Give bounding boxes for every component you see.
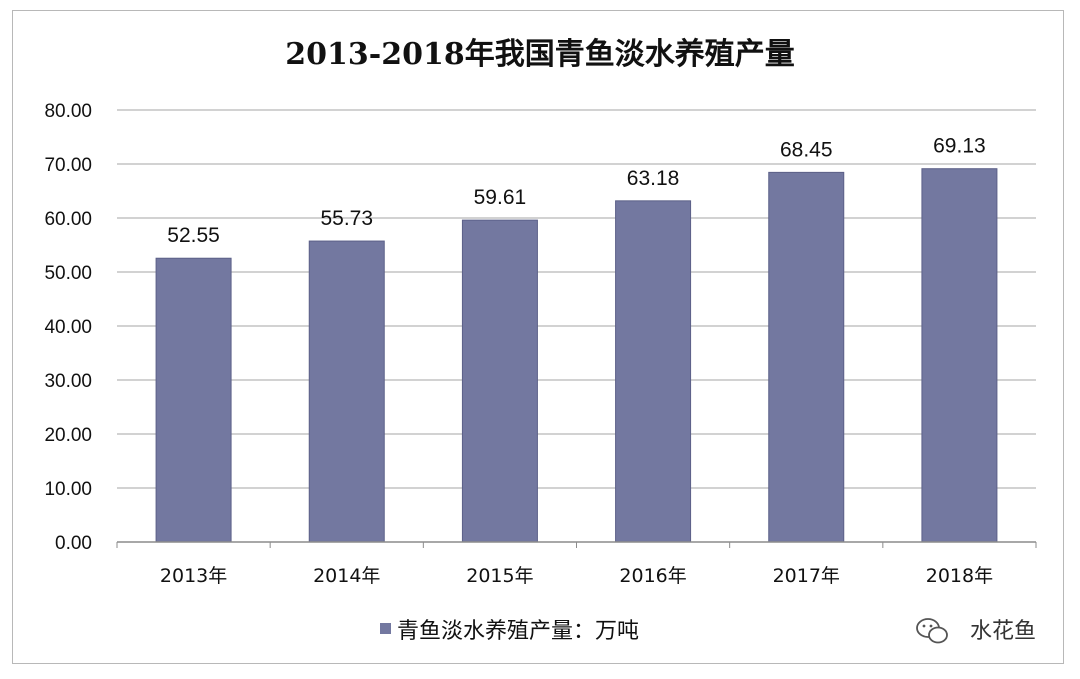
- legend: 青鱼淡水养殖产量：万吨: [380, 619, 639, 644]
- legend-swatch: [380, 623, 391, 634]
- bar: [461, 219, 538, 543]
- bar: [921, 168, 998, 543]
- wechat-icon: [916, 618, 948, 644]
- x-tick-label: 2017年: [773, 565, 840, 587]
- x-tick-label: 2018年: [926, 565, 993, 587]
- y-tick-label: 80.00: [44, 101, 92, 122]
- x-tick-label: 2016年: [619, 565, 686, 587]
- gridlines: [117, 109, 1036, 489]
- bar: [155, 257, 232, 543]
- bar: [308, 240, 385, 543]
- y-tick-label: 70.00: [44, 155, 92, 176]
- y-tick-label: 0.00: [55, 533, 92, 554]
- data-label: 68.45: [780, 138, 833, 161]
- y-tick-label: 10.00: [44, 479, 92, 500]
- data-label: 63.18: [627, 167, 680, 190]
- bar: [768, 171, 845, 543]
- bars: [155, 168, 998, 543]
- y-axis-ticks: 0.00 10.00 20.00 30.00 40.00 50.00 60.00 70.00 8…: [44, 101, 92, 554]
- x-tick-label: 2013年: [160, 565, 227, 587]
- y-tick-label: 50.00: [44, 263, 92, 284]
- y-tick-label: 20.00: [44, 425, 92, 446]
- data-label: 59.61: [474, 186, 527, 209]
- data-labels: 52.55 55.73 59.61 63.18 68.45 69.13: [167, 135, 985, 248]
- y-tick-label: 40.00: [44, 317, 92, 338]
- y-tick-label: 30.00: [44, 371, 92, 392]
- bar: [615, 200, 692, 543]
- watermark-text: 水花鱼: [970, 619, 1036, 644]
- chart-title: 2013-2018年我国青鱼淡水养殖产量: [285, 37, 794, 72]
- data-label: 52.55: [167, 224, 220, 247]
- watermark: 水花鱼: [916, 618, 1036, 644]
- y-tick-label: 60.00: [44, 209, 92, 230]
- data-label: 69.13: [933, 135, 986, 158]
- x-axis-ticks: 2013年 2014年 2015年 2016年 2017年 2018年: [116, 542, 1037, 587]
- data-label: 55.73: [320, 207, 373, 230]
- x-tick-label: 2014年: [313, 565, 380, 587]
- legend-label: 青鱼淡水养殖产量：万吨: [397, 619, 639, 644]
- x-tick-label: 2015年: [466, 565, 533, 587]
